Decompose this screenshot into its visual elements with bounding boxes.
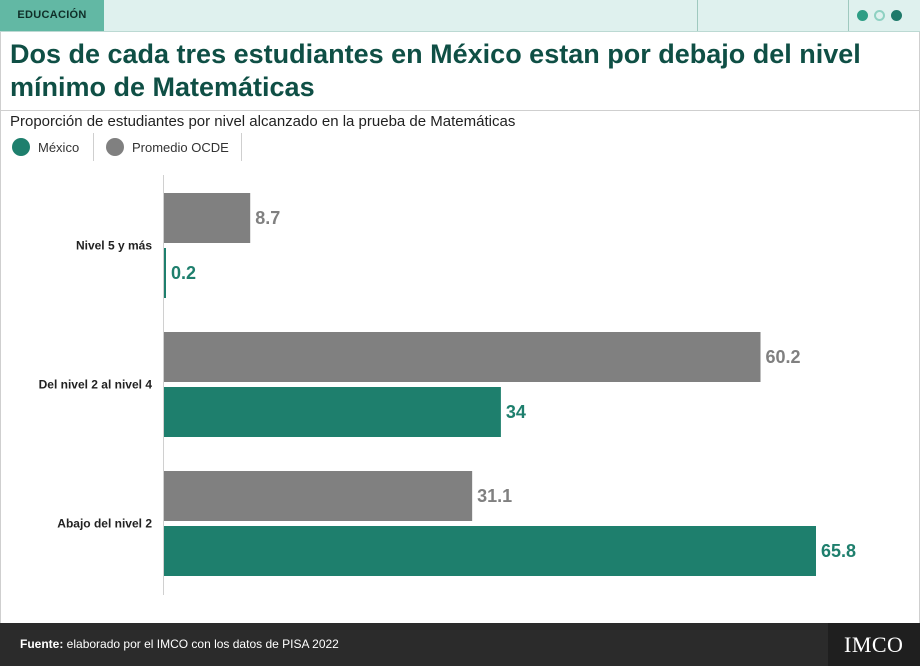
bar [164,248,166,298]
category-label: Nivel 5 y más [76,239,152,253]
legend-swatch [12,138,30,156]
dot-icon [891,10,902,21]
data-label: 8.7 [255,208,280,228]
bar [164,332,761,382]
footer: Fuente: elaborado por el IMCO con los da… [0,623,920,666]
legend: México Promedio OCDE [0,133,242,161]
section-tag: EDUCACIÓN [0,0,104,31]
imco-logo: IMCO [844,632,904,657]
legend-label: México [38,139,80,155]
window-dots [857,10,902,21]
source-label: Fuente: [20,637,64,651]
top-bar-divider [697,0,698,31]
top-bar-divider [848,0,849,31]
legend-swatch [106,138,124,156]
legend-label: Promedio OCDE [132,139,229,155]
data-label: 60.2 [766,347,801,367]
data-label: 31.1 [477,486,512,506]
source-text: elaborado por el IMCO con los datos de P… [63,637,339,651]
data-label: 34 [506,402,526,422]
category-label: Del nivel 2 al nivel 4 [39,378,153,392]
logo-box: IMCO [828,623,920,666]
chart-title: Dos de cada tres estudiantes en México e… [10,39,861,102]
legend-item-ocde: Promedio OCDE [94,133,242,161]
dot-icon [857,10,868,21]
bar-chart: Nivel 5 y más 8.7 0.2 Del nivel 2 al nivel … [39,175,856,595]
data-label: 65.8 [821,541,856,561]
title-divider [0,110,920,111]
bar [164,471,473,521]
source-note: Fuente: elaborado por el IMCO con los da… [20,637,339,651]
data-label: 0.2 [171,263,196,283]
bar [164,193,251,243]
bar [164,526,816,576]
chart-subtitle: Proporción de estudiantes por nivel alca… [10,113,516,130]
legend-item-mexico: México [0,133,94,161]
dot-icon [874,10,885,21]
category-label: Abajo del nivel 2 [57,517,152,531]
top-bar: EDUCACIÓN [0,0,920,32]
bar [164,387,501,437]
